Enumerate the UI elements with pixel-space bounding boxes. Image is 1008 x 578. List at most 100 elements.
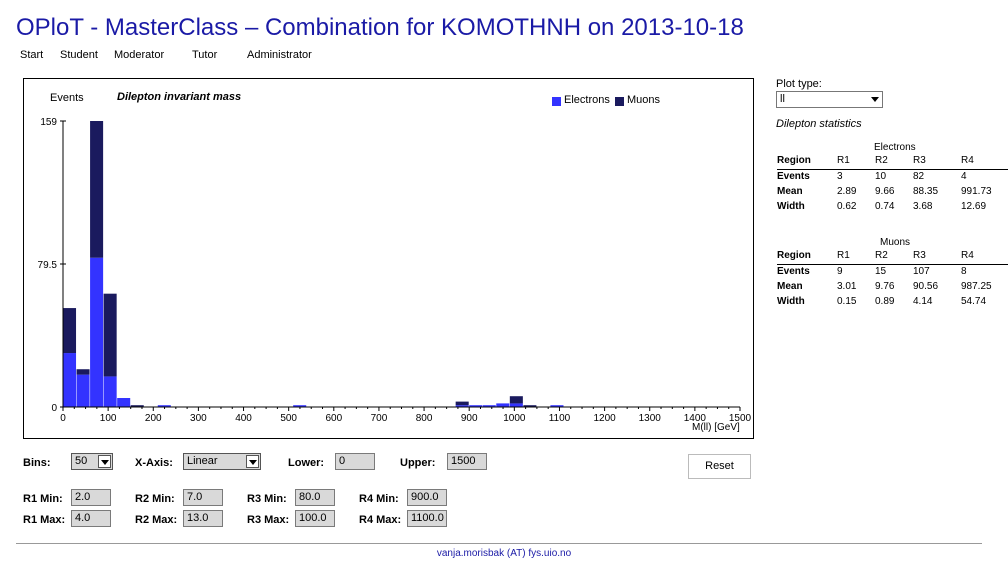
x-tick-label: 600 [325, 413, 342, 424]
nav-student[interactable]: Student [60, 49, 98, 61]
table-cell: 0.74 [875, 201, 895, 212]
bar-electrons-2 [90, 257, 104, 407]
x-tick-label: 1000 [503, 413, 526, 424]
histogram-chart: 0 100 200 300 400 500 600 700 800 900 1000 1100 1200… [38, 117, 752, 424]
table-cell: 0.15 [837, 296, 857, 307]
plot-type-label: Plot type: [776, 78, 822, 90]
table-cell: Mean [777, 186, 803, 197]
x-tick-label: 1300 [639, 413, 662, 424]
x-axis-label: M(ll) [GeV] [692, 422, 740, 433]
bar-electrons-0 [63, 353, 77, 407]
table-row: Mean 2.89 9.66 88.35 991.73 [777, 184, 1008, 199]
bar-electrons-8 [455, 405, 469, 407]
table-row: Events 3 10 82 4 [777, 169, 1008, 184]
r1min-input[interactable]: 2.0 [71, 489, 111, 506]
r2min-label: R2 Min: [135, 493, 175, 505]
x-tick-label: 500 [280, 413, 297, 424]
bar-electrons-15 [550, 405, 564, 407]
chevron-down-icon [98, 455, 111, 468]
r2max-input[interactable]: 13.0 [183, 510, 223, 527]
x-tick-label: 200 [145, 413, 162, 424]
upper-input[interactable]: 1500 [447, 453, 487, 470]
table-header: Region [777, 248, 837, 265]
bar-electrons-3 [103, 376, 117, 407]
table-cell: 0.62 [837, 201, 857, 212]
table-cell: 15 [875, 266, 887, 278]
electrons-stats-table: Region R1 R2 R3 R4 Events 3 10 82 4 Mean… [777, 153, 1008, 214]
r3max-input[interactable]: 100.0 [295, 510, 335, 527]
x-tick-label: 1400 [684, 413, 707, 424]
bins-select[interactable]: 50 [71, 453, 113, 470]
bar-electrons-1 [76, 374, 90, 407]
table-header: R1 [837, 153, 875, 170]
table-cell: 12.69 [961, 201, 987, 212]
table-row: Mean 3.01 9.76 90.56 987.25 [777, 279, 1008, 294]
muons-stats-title: Muons [880, 237, 911, 248]
lower-input[interactable]: 0 [335, 453, 375, 470]
table-cell: 82 [913, 171, 925, 183]
table-cell: 107 [913, 266, 930, 278]
electrons-stats-title: Electrons [874, 142, 916, 153]
y-tick-label: 79.5 [38, 260, 58, 271]
x-tick-label: 0 [60, 413, 66, 424]
x-tick-label: 900 [461, 413, 478, 424]
x-tick-label: 400 [235, 413, 252, 424]
chevron-down-icon [871, 97, 879, 102]
r2min-input[interactable]: 7.0 [183, 489, 223, 506]
reset-button[interactable]: Reset [688, 454, 751, 479]
y-tick-label: 0 [51, 403, 57, 414]
bar-electrons-11 [496, 403, 510, 407]
table-row: Events 9 15 107 8 [777, 264, 1008, 279]
nav-tutor[interactable]: Tutor [192, 49, 218, 61]
bar-muons-1 [76, 369, 90, 375]
r4max-input[interactable]: 1100.0 [407, 510, 447, 527]
table-cell: Mean [777, 281, 803, 292]
r1min-label: R1 Min: [23, 493, 63, 505]
table-cell: 88.35 [913, 186, 939, 197]
table-header: R4 [961, 248, 1008, 265]
x-tick-label: 100 [100, 413, 117, 424]
bar-muons-0 [63, 308, 77, 354]
plot-title: Dilepton invariant mass [117, 91, 242, 103]
table-cell: 4 [961, 171, 967, 183]
plot-type-value: ll [780, 93, 785, 105]
r4max-label: R4 Max: [359, 514, 402, 526]
table-header: R1 [837, 248, 875, 265]
table-header: Region [777, 153, 837, 170]
y-axis-label: Events [50, 92, 84, 104]
r1max-input[interactable]: 4.0 [71, 510, 111, 527]
x-tick-label: 1200 [593, 413, 616, 424]
bar-electrons-12 [509, 403, 523, 407]
nav-start[interactable]: Start [20, 49, 44, 61]
r3min-label: R3 Min: [247, 493, 287, 505]
plot-type-select[interactable]: ll [776, 91, 883, 108]
r4min-input[interactable]: 900.0 [407, 489, 447, 506]
bar-muons-13 [523, 405, 537, 407]
nav-moderator[interactable]: Moderator [114, 49, 165, 61]
x-tick-label: 300 [190, 413, 207, 424]
xaxis-select[interactable]: Linear [183, 453, 261, 470]
bar-muons-3 [103, 293, 117, 377]
upper-label: Upper: [400, 457, 436, 469]
table-cell: 4.14 [913, 296, 933, 307]
footer-contact[interactable]: vanja.morisbak (AT) fys.uio.no [436, 548, 572, 559]
footer-divider [16, 543, 982, 544]
bar-electrons-7 [293, 405, 307, 407]
nav-administrator[interactable]: Administrator [247, 49, 312, 61]
table-cell: 991.73 [961, 186, 992, 197]
table-cell: 9 [837, 266, 843, 278]
table-cell: 8 [961, 266, 967, 278]
r1max-label: R1 Max: [23, 514, 66, 526]
stats-title: Dilepton statistics [776, 118, 862, 130]
table-header: R3 [913, 153, 961, 170]
table-header: R2 [875, 153, 913, 170]
bar-electrons-10 [482, 405, 496, 407]
table-cell: 0.89 [875, 296, 895, 307]
r3min-input[interactable]: 80.0 [295, 489, 335, 506]
table-row: Width 0.15 0.89 4.14 54.74 [777, 294, 1008, 309]
table-header: R4 [961, 153, 1008, 170]
table-cell: 90.56 [913, 281, 939, 292]
r3max-label: R3 Max: [247, 514, 290, 526]
table-cell: Events [777, 171, 810, 183]
table-cell: 54.74 [961, 296, 987, 307]
